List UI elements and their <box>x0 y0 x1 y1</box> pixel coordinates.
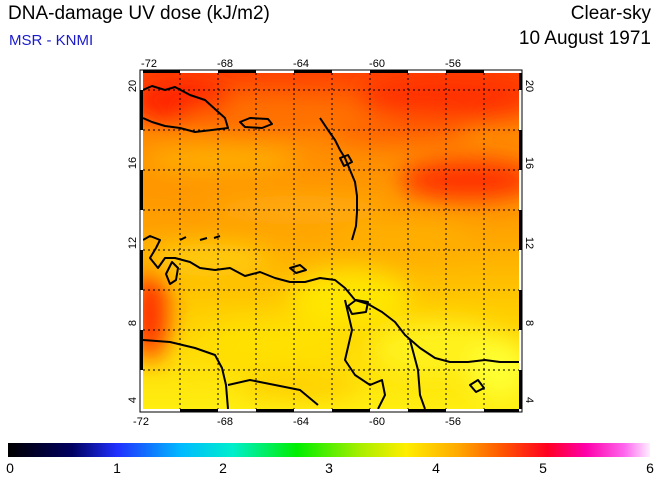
date-label: 10 August 1971 <box>518 28 651 49</box>
colorbar-label: 3 <box>325 460 333 476</box>
lon-tick-label: -64 <box>293 58 309 70</box>
brazil-border <box>227 379 319 406</box>
lat-tick-label: 4 <box>127 397 139 403</box>
lat-tick-label: 20 <box>523 80 535 92</box>
colorbar-label: 0 <box>6 460 14 476</box>
lon-tick-label: -72 <box>141 58 157 70</box>
lon-tick-label: -60 <box>369 416 385 428</box>
lat-tick-label: 8 <box>523 320 535 326</box>
lon-tick-label: -68 <box>217 416 233 428</box>
source-label: MSR - KNMI <box>9 32 94 49</box>
lon-ticks-bottom: -72 -68 -64 -60 -56 <box>133 416 461 428</box>
colombia-border <box>143 339 229 409</box>
lat-tick-label: 20 <box>127 80 139 92</box>
suriname-border <box>409 339 426 409</box>
colorbar-label: 6 <box>646 460 654 476</box>
lon-tick-label: -64 <box>293 416 309 428</box>
graticule <box>143 73 519 409</box>
abc-islands <box>179 235 221 241</box>
colorbar-label: 5 <box>539 460 547 476</box>
lat-tick-label: 16 <box>127 157 139 169</box>
guadeloupe <box>339 154 353 167</box>
colorbar <box>8 443 650 457</box>
hispaniola-coast <box>143 85 229 133</box>
colorbar-label: 2 <box>219 460 227 476</box>
lat-ticks-right: 4 8 12 16 20 <box>523 80 535 403</box>
lat-tick-label: 12 <box>127 237 139 249</box>
sky-mode-label: Clear-sky <box>570 3 651 24</box>
chart-title: DNA-damage UV dose (kJ/m2) <box>8 3 270 24</box>
trinidad <box>347 299 369 315</box>
lon-tick-label: -56 <box>445 58 461 70</box>
lat-tick-label: 16 <box>523 157 535 169</box>
lake-maracaibo <box>165 261 179 285</box>
colorbar-label: 1 <box>113 460 121 476</box>
lat-ticks-left: 4 8 12 16 20 <box>127 80 139 403</box>
uv-dose-field <box>143 73 519 409</box>
colorbar-labels: 0 1 2 3 4 5 6 <box>6 460 654 476</box>
lon-tick-label: -56 <box>445 416 461 428</box>
colorbar-label: 4 <box>432 460 440 476</box>
lon-tick-label: -72 <box>133 416 149 428</box>
lat-tick-label: 4 <box>523 397 535 403</box>
venezuela-coast <box>143 235 519 363</box>
lat-tick-label: 12 <box>523 237 535 249</box>
puerto-rico-coast <box>239 117 273 129</box>
lon-tick-label: -60 <box>369 58 385 70</box>
margarita-island <box>289 264 307 274</box>
lon-tick-label: -68 <box>217 58 233 70</box>
guyana-border <box>344 299 386 409</box>
map-frame <box>139 69 523 413</box>
lat-tick-label: 8 <box>127 320 139 326</box>
lon-ticks-top: -72 -68 -64 -60 -56 <box>141 58 461 70</box>
